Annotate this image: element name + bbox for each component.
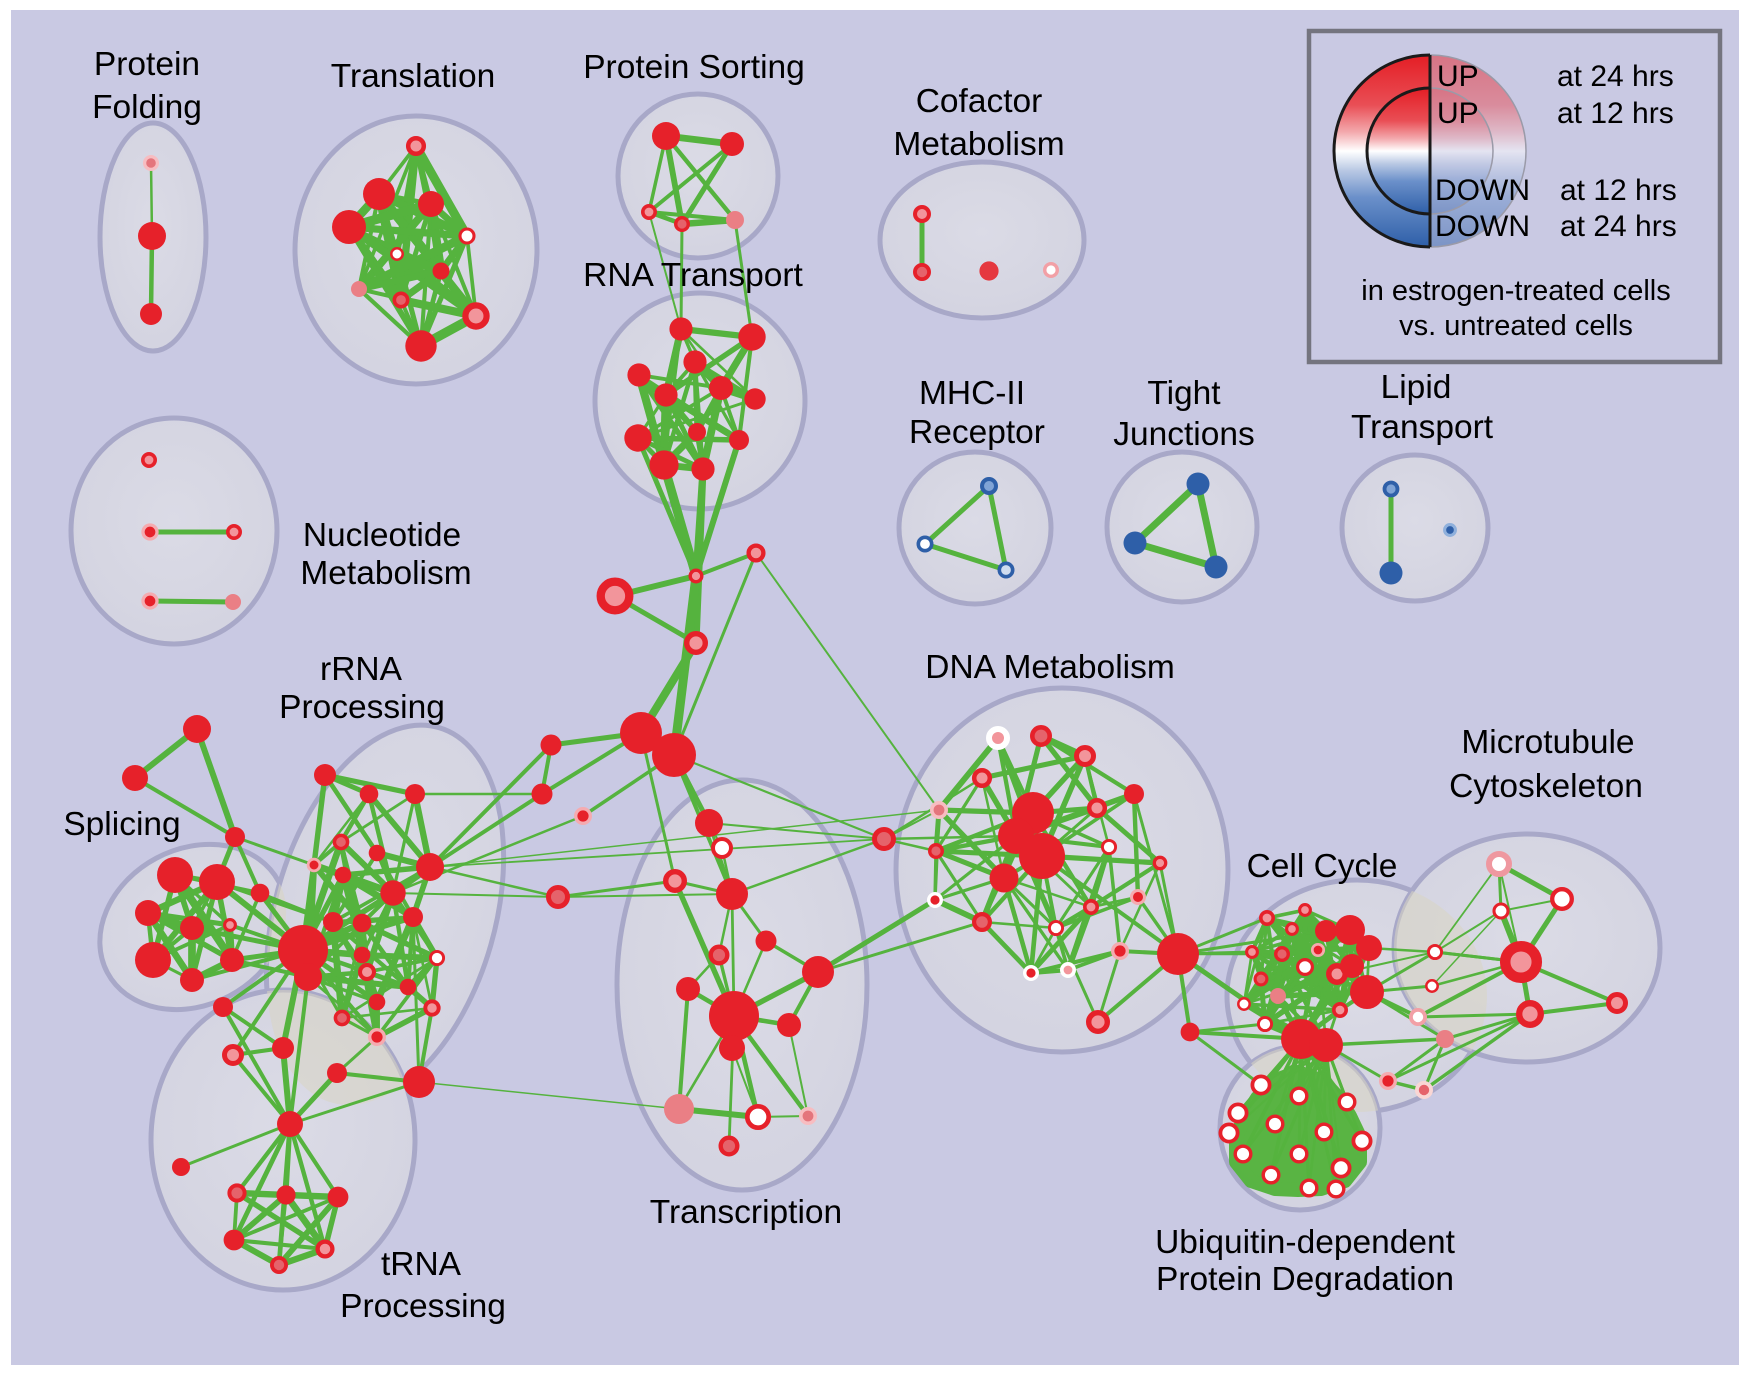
svg-text:at 24 hrs: at 24 hrs <box>1560 210 1677 243</box>
svg-text:MHC-II: MHC-II <box>919 375 1025 412</box>
svg-text:Protein Sorting: Protein Sorting <box>583 49 805 86</box>
svg-text:DOWN: DOWN <box>1435 174 1530 207</box>
svg-text:Protein Degradation: Protein Degradation <box>1156 1261 1454 1298</box>
svg-text:Processing: Processing <box>340 1288 506 1325</box>
svg-text:Processing: Processing <box>279 689 445 726</box>
svg-text:UP: UP <box>1437 97 1479 130</box>
svg-text:at 24 hrs: at 24 hrs <box>1557 60 1674 93</box>
svg-text:Metabolism: Metabolism <box>893 126 1064 163</box>
svg-text:Folding: Folding <box>92 89 202 126</box>
svg-text:Receptor: Receptor <box>909 414 1045 451</box>
svg-text:Microtubule: Microtubule <box>1461 724 1634 761</box>
svg-text:Metabolism: Metabolism <box>300 555 471 592</box>
svg-text:Lipid: Lipid <box>1381 369 1452 406</box>
svg-text:Cytoskeleton: Cytoskeleton <box>1449 768 1643 805</box>
svg-text:RNA Transport: RNA Transport <box>583 257 803 294</box>
svg-text:in estrogen-treated cells: in estrogen-treated cells <box>1361 275 1671 307</box>
svg-text:DOWN: DOWN <box>1435 210 1530 243</box>
svg-text:Tight: Tight <box>1147 375 1221 412</box>
svg-text:tRNA: tRNA <box>381 1246 462 1283</box>
svg-text:UP: UP <box>1437 60 1479 93</box>
svg-text:Junctions: Junctions <box>1113 416 1255 453</box>
svg-text:vs. untreated cells: vs. untreated cells <box>1399 310 1633 342</box>
svg-text:Splicing: Splicing <box>63 806 180 843</box>
svg-text:Ubiquitin-dependent: Ubiquitin-dependent <box>1155 1224 1456 1261</box>
svg-text:Nucleotide: Nucleotide <box>303 517 461 554</box>
svg-text:Transport: Transport <box>1351 409 1494 446</box>
svg-text:at 12 hrs: at 12 hrs <box>1560 174 1677 207</box>
svg-text:rRNA: rRNA <box>320 651 403 688</box>
svg-text:Cofactor: Cofactor <box>916 83 1043 120</box>
svg-text:at 12 hrs: at 12 hrs <box>1557 97 1674 130</box>
svg-text:DNA Metabolism: DNA Metabolism <box>925 649 1174 686</box>
svg-text:Transcription: Transcription <box>650 1194 842 1231</box>
svg-text:Translation: Translation <box>331 58 495 95</box>
svg-text:Cell Cycle: Cell Cycle <box>1247 848 1398 885</box>
svg-text:Protein: Protein <box>94 46 200 83</box>
